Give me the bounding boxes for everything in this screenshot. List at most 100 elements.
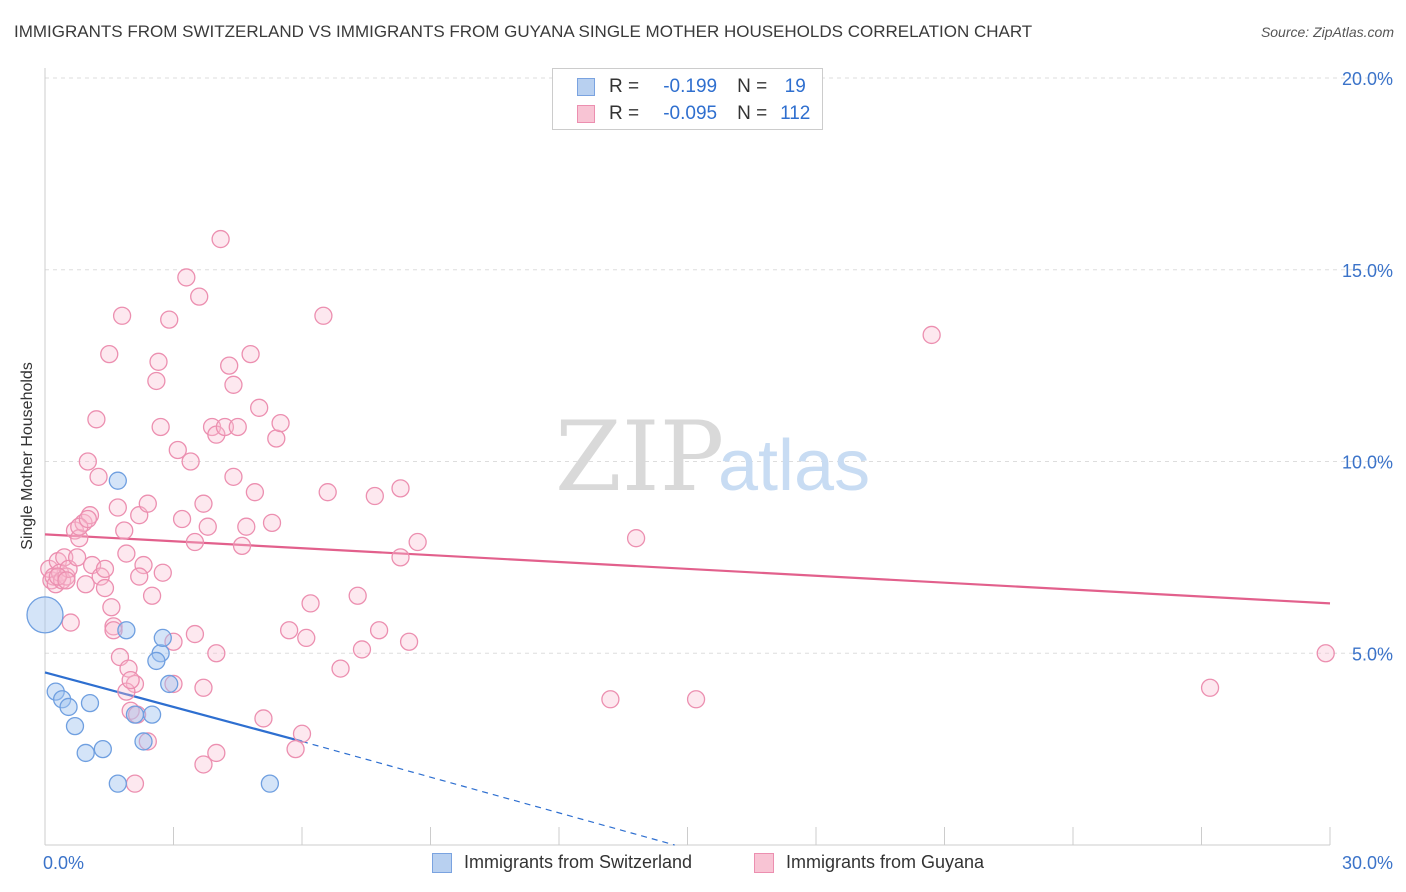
guyana-point [164, 632, 183, 651]
legend-r-value: -0.199 [663, 76, 718, 97]
guyana-point [626, 529, 646, 548]
guyana-point [224, 375, 243, 394]
guyana-point [365, 486, 384, 506]
guyana-point [48, 567, 67, 586]
guyana-point [149, 352, 168, 371]
guyana-point [67, 548, 87, 567]
guyana-point [112, 306, 132, 325]
y-tick-label: 15.0% [1342, 261, 1393, 281]
guyana-point [279, 621, 299, 640]
guyana-point [78, 452, 97, 471]
switzerland-point [117, 621, 136, 640]
x-tick-label: 0.0% [43, 853, 84, 873]
switzerland-point [80, 693, 100, 713]
guyana-point [1316, 644, 1335, 663]
guyana-point [185, 532, 205, 552]
guyana-point [160, 310, 179, 329]
guyana-point [331, 659, 350, 678]
guyana-point [254, 709, 273, 728]
guyana-point [190, 287, 209, 306]
guyana-point [318, 483, 337, 502]
legend-n-label: N = [737, 103, 768, 124]
guyana-point [399, 632, 419, 651]
chart-title: IMMIGRANTS FROM SWITZERLAND VS IMMIGRANT… [14, 22, 1033, 41]
guyana-point [104, 621, 123, 640]
guyana-point [55, 548, 74, 567]
correlation-legend: R = -0.199 N = 19 R = -0.095 N = 112 [552, 68, 823, 130]
guyana-point [250, 398, 269, 417]
guyana-point [78, 509, 97, 529]
guyana-point [408, 532, 427, 552]
switzerland-point [153, 628, 172, 648]
guyana-point [153, 563, 172, 582]
guyana-point [224, 467, 243, 486]
guyana-point [267, 429, 286, 448]
watermark: ZIP atlas [555, 401, 870, 513]
switzerland-trend-line [44, 671, 303, 743]
guyana-point [134, 555, 153, 575]
guyana-point [95, 559, 115, 579]
legend-r-label: R = [609, 76, 640, 97]
guyana-point [348, 586, 367, 605]
guyana-point [601, 690, 620, 709]
source-label: Source: ZipAtlas.com [1260, 24, 1394, 40]
guyana-point [237, 517, 256, 536]
guyana-point [76, 575, 95, 594]
legend-row-guyana: R = -0.095 N = 112 [553, 101, 815, 127]
guyana-points [40, 229, 1335, 793]
guyana-point [100, 344, 119, 364]
guyana-point [181, 452, 200, 471]
guyana-point [89, 467, 108, 486]
guyana-point [138, 732, 157, 751]
switzerland-point [147, 651, 166, 671]
series-legend: Immigrants from Switzerland Immigrants f… [0, 852, 1406, 878]
tick-labels: 5.0% 10.0% 15.0% 20.0% 0.0% 30.0% [43, 69, 1393, 873]
guyana-point [207, 743, 226, 763]
guyana-point [147, 371, 166, 391]
guyana-point [164, 674, 183, 694]
switzerland-point [142, 705, 162, 724]
switzerland-trend-extension [301, 740, 675, 846]
axes [44, 68, 1331, 846]
switzerland-point [108, 471, 127, 490]
switzerland-point [65, 716, 85, 736]
legend-swatch-switzerland [577, 78, 595, 96]
guyana-point [172, 509, 192, 529]
guyana-point [297, 628, 316, 648]
y-tick-label: 10.0% [1342, 453, 1393, 473]
watermark-atlas: atlas [718, 426, 870, 506]
guyana-point [391, 548, 410, 567]
guyana-point [271, 413, 290, 433]
guyana-point [168, 440, 187, 460]
guyana-point [61, 613, 80, 632]
guyana-point [108, 498, 127, 517]
legend-r-label: R = [609, 103, 640, 124]
switzerland-point [160, 674, 179, 694]
guyana-point [177, 268, 196, 287]
legend-item-guyana[interactable]: Immigrants from Guyana [754, 852, 984, 873]
switzerland-point [134, 732, 153, 751]
legend-row-switzerland: R = -0.199 N = 19 [553, 74, 815, 100]
y-tick-label: 5.0% [1352, 644, 1393, 664]
trend-lines [44, 533, 1331, 846]
guyana-point [102, 598, 121, 617]
guyana-point [119, 659, 138, 678]
guyana-point [211, 229, 230, 249]
legend-item-switzerland[interactable]: Immigrants from Switzerland [432, 852, 692, 873]
switzerland-point [59, 697, 78, 717]
legend-label-switzerland: Immigrants from Switzerland [464, 852, 693, 872]
guyana-point [117, 544, 136, 563]
guyana-point [130, 567, 149, 586]
guyana-point [686, 690, 706, 709]
guyana-point [115, 521, 134, 540]
legend-n-label: N = [737, 76, 768, 97]
guyana-point [232, 536, 252, 556]
legend-r-value: -0.095 [663, 103, 718, 124]
guyana-point [87, 410, 106, 429]
guyana-trend-line [44, 533, 1331, 605]
switzerland-point [93, 739, 112, 759]
guyana-point [922, 325, 941, 345]
switzerland-point [76, 743, 95, 763]
switzerland-point [108, 774, 127, 793]
